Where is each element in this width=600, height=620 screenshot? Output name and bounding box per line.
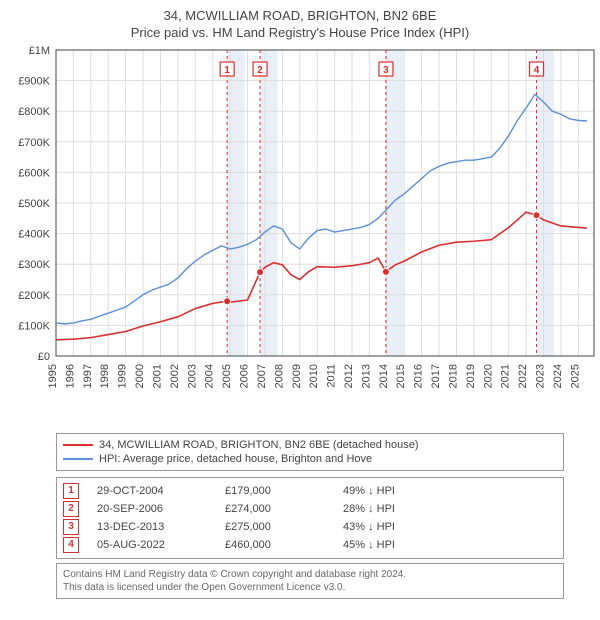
svg-text:£0: £0 — [38, 351, 50, 363]
svg-text:1: 1 — [224, 65, 230, 76]
svg-text:2005: 2005 — [221, 364, 233, 388]
sale-diff: 45% ↓ HPI — [343, 536, 557, 554]
svg-text:2008: 2008 — [273, 364, 285, 388]
svg-text:3: 3 — [383, 65, 389, 76]
svg-text:2: 2 — [257, 65, 263, 76]
svg-text:2010: 2010 — [308, 364, 320, 388]
legend-label-hpi: HPI: Average price, detached house, Brig… — [99, 452, 372, 466]
svg-text:2022: 2022 — [517, 364, 529, 388]
sale-price: £179,000 — [225, 482, 325, 500]
svg-text:£1M: £1M — [29, 45, 50, 57]
svg-text:2017: 2017 — [430, 364, 442, 388]
legend-label-property: 34, MCWILLIAM ROAD, BRIGHTON, BN2 6BE (d… — [99, 438, 419, 452]
svg-text:2000: 2000 — [134, 364, 146, 388]
legend-row-hpi: HPI: Average price, detached house, Brig… — [63, 452, 557, 466]
svg-text:£900K: £900K — [18, 76, 50, 88]
svg-text:4: 4 — [534, 65, 540, 76]
legend-row-property: 34, MCWILLIAM ROAD, BRIGHTON, BN2 6BE (d… — [63, 438, 557, 452]
svg-text:2015: 2015 — [395, 364, 407, 388]
title-block: 34, MCWILLIAM ROAD, BRIGHTON, BN2 6BE Pr… — [0, 0, 600, 40]
sale-badge: 4 — [63, 537, 79, 553]
svg-text:£800K: £800K — [18, 106, 50, 118]
svg-text:2003: 2003 — [186, 364, 198, 388]
svg-text:£500K: £500K — [18, 198, 50, 210]
svg-text:2025: 2025 — [569, 364, 581, 388]
svg-text:2002: 2002 — [169, 364, 181, 388]
svg-text:2020: 2020 — [482, 364, 494, 388]
sale-date: 13-DEC-2013 — [97, 518, 207, 536]
footer-line-2: This data is licensed under the Open Gov… — [63, 581, 557, 594]
sale-diff: 28% ↓ HPI — [343, 500, 557, 518]
sale-diff: 49% ↓ HPI — [343, 482, 557, 500]
svg-text:2009: 2009 — [291, 364, 303, 388]
svg-text:1995: 1995 — [47, 364, 59, 388]
svg-text:2001: 2001 — [151, 364, 163, 388]
svg-text:1998: 1998 — [99, 364, 111, 388]
svg-text:2004: 2004 — [204, 364, 216, 388]
legend-swatch-property — [63, 444, 93, 446]
footer-line-1: Contains HM Land Registry data © Crown c… — [63, 568, 557, 581]
svg-text:2019: 2019 — [465, 364, 477, 388]
svg-text:£200K: £200K — [18, 290, 50, 302]
sale-price: £460,000 — [225, 536, 325, 554]
svg-text:2012: 2012 — [343, 364, 355, 388]
sale-date: 20-SEP-2006 — [97, 500, 207, 518]
legend-box: 34, MCWILLIAM ROAD, BRIGHTON, BN2 6BE (d… — [56, 433, 564, 471]
svg-text:2007: 2007 — [256, 364, 268, 388]
svg-text:1999: 1999 — [117, 364, 129, 388]
sale-price: £274,000 — [225, 500, 325, 518]
svg-text:2021: 2021 — [500, 364, 512, 388]
svg-text:2023: 2023 — [535, 364, 547, 388]
svg-text:2006: 2006 — [239, 364, 251, 388]
svg-text:£400K: £400K — [18, 229, 50, 241]
sale-diff: 43% ↓ HPI — [343, 518, 557, 536]
chart-area: £0 £100K £200K £300K £400K £500K £600K £700K £80… — [0, 44, 600, 429]
sale-date: 29-OCT-2004 — [97, 482, 207, 500]
chart-svg: £0 £100K £200K £300K £400K £500K £600K £700K £80… — [0, 44, 600, 424]
footer-note: Contains HM Land Registry data © Crown c… — [56, 563, 564, 599]
svg-text:£600K: £600K — [18, 167, 50, 179]
sale-badge: 3 — [63, 519, 79, 535]
svg-text:2014: 2014 — [378, 364, 390, 388]
svg-text:2018: 2018 — [447, 364, 459, 388]
chart-subtitle: Price paid vs. HM Land Registry's House … — [0, 25, 600, 40]
sale-row: 1 29-OCT-2004 £179,000 49% ↓ HPI — [63, 482, 557, 500]
sale-badge: 2 — [63, 501, 79, 517]
svg-text:2011: 2011 — [326, 364, 338, 388]
svg-text:2013: 2013 — [360, 364, 372, 388]
chart-container: 34, MCWILLIAM ROAD, BRIGHTON, BN2 6BE Pr… — [0, 0, 600, 599]
sale-date: 05-AUG-2022 — [97, 536, 207, 554]
svg-text:£700K: £700K — [18, 137, 50, 149]
sale-price: £275,000 — [225, 518, 325, 536]
svg-text:1997: 1997 — [82, 364, 94, 388]
svg-text:1996: 1996 — [64, 364, 76, 388]
sales-table: 1 29-OCT-2004 £179,000 49% ↓ HPI 2 20-SEP-200… — [56, 477, 564, 559]
sale-row: 3 13-DEC-2013 £275,000 43% ↓ HPI — [63, 518, 557, 536]
sale-badge: 1 — [63, 483, 79, 499]
legend-swatch-hpi — [63, 458, 93, 460]
svg-text:£300K: £300K — [18, 259, 50, 271]
chart-title: 34, MCWILLIAM ROAD, BRIGHTON, BN2 6BE — [0, 8, 600, 23]
svg-text:2024: 2024 — [552, 364, 564, 388]
sale-row: 4 05-AUG-2022 £460,000 45% ↓ HPI — [63, 536, 557, 554]
svg-text:£100K: £100K — [18, 320, 50, 332]
svg-text:2016: 2016 — [413, 364, 425, 388]
sale-row: 2 20-SEP-2006 £274,000 28% ↓ HPI — [63, 500, 557, 518]
